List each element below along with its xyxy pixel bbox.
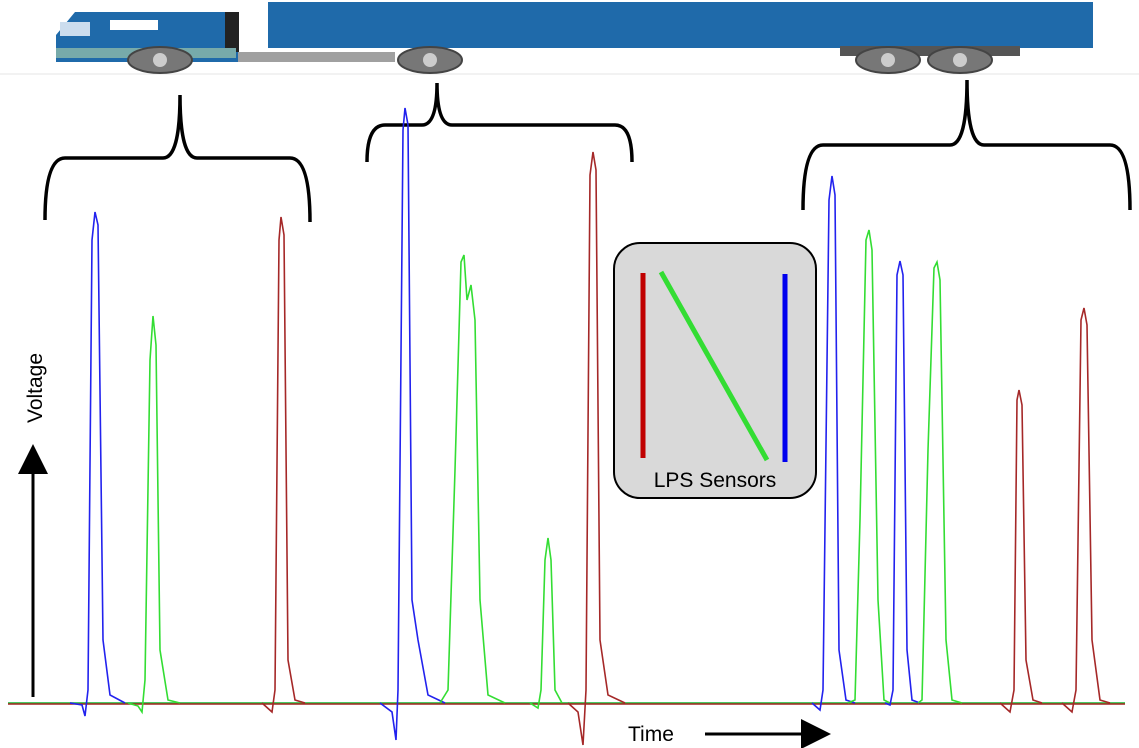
voltage-label: Voltage	[24, 353, 47, 423]
sensor-green	[658, 270, 770, 462]
brace	[43, 94, 312, 223]
sensor-label: LPS Sensors	[654, 469, 777, 492]
truck	[0, 2, 1139, 75]
brace	[801, 79, 1132, 211]
signal-traces	[69, 107, 1111, 746]
time-label: Time	[628, 723, 674, 746]
brace	[365, 82, 634, 163]
